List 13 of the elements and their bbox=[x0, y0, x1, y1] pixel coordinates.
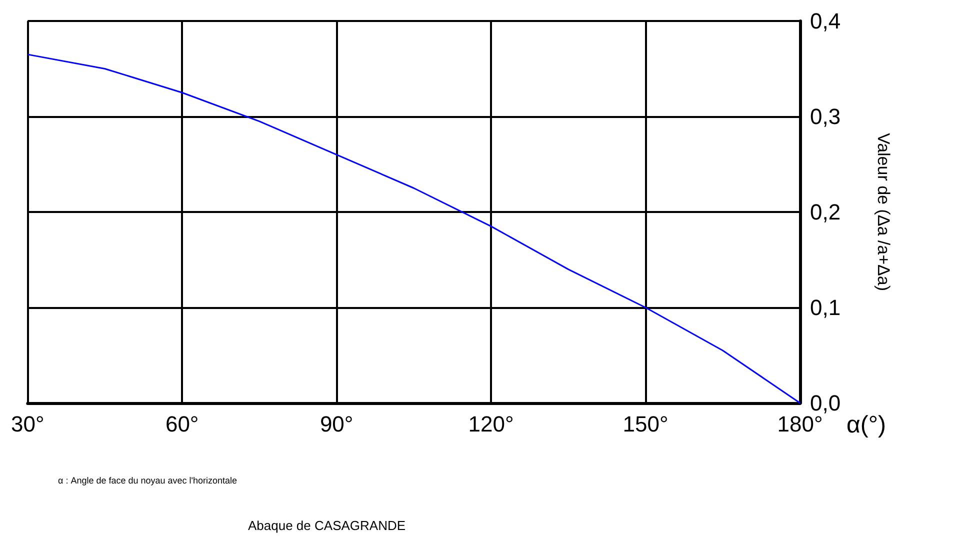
text: α : Angle de face du noyau avec l'horizontale bbox=[58, 476, 238, 486]
x-tick-label: 90° bbox=[320, 412, 354, 436]
x-tick-label: 30° bbox=[10, 412, 44, 436]
y-tick-label: 0,3 bbox=[810, 104, 841, 129]
x-tick-label: 120° bbox=[468, 412, 514, 436]
x-tick-label: 60° bbox=[165, 412, 199, 436]
x-tick-label: 150° bbox=[622, 412, 668, 436]
y-axis-title: Valeur de (Δa /a+Δa) bbox=[874, 132, 893, 292]
y-tick-label: 0,4 bbox=[810, 8, 841, 34]
x-axis-title: α(°) bbox=[846, 412, 886, 438]
text: Abaque de CASAGRANDE bbox=[248, 518, 406, 533]
y-tick-label: 0,2 bbox=[810, 200, 841, 224]
y-tick-label: 0,1 bbox=[810, 295, 841, 320]
